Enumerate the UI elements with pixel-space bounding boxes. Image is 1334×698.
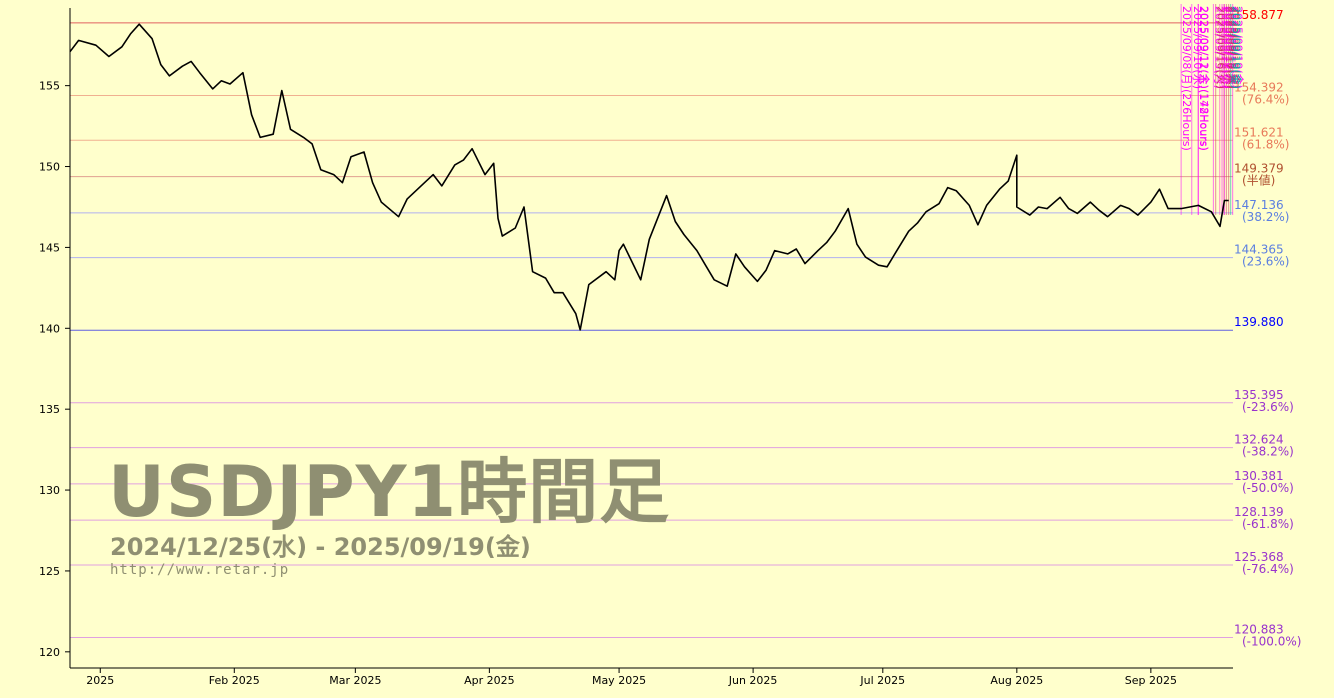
y-tick-label-5: 145 [39,241,60,254]
fib-pct-label-7: (-23.6%) [1242,400,1294,414]
x-tick-label-0: 2025 [86,674,114,687]
price-line-0 [69,23,1229,331]
axes: 120 125 130 135 140 145 150 155 2025 Feb 2025 Mar … [39,8,1233,687]
fib-value-label-1: 154.392 [1234,80,1284,94]
time-marker-label-2: 2025/09/11(木)(172Hours) [1197,6,1210,151]
fib-value-label-3: 149.379 [1234,162,1284,176]
time-marker-label-7: 2025/09/17(水) [1221,6,1234,89]
y-tick-label-7: 155 [39,80,60,93]
watermark-url: http://www.retar.jp [110,562,290,578]
time-marker-label-0: 2025/09/08(月)(226Hours) [1180,6,1193,151]
price-series [69,23,1229,331]
x-tick-label-5: Jun 2025 [728,674,778,687]
fib-pct-label-10: (-61.8%) [1242,517,1294,531]
time-marker-label-9: 2025/09/18(木) [1223,6,1236,89]
time-marker-label-6: 2025/09/16(火) [1215,6,1228,89]
time-marker-label-10: 2025/09/18(木) [1225,6,1238,89]
time-marker-label-13: 2025/09/19(金) [1230,6,1244,89]
time-marker-label-4: 2025/09/15(月) [1212,6,1225,89]
x-tick-label-6: Jul 2025 [859,674,905,687]
fib-pct-label-2: (61.8%) [1242,137,1289,151]
fib-pct-label-4: (38.2%) [1242,210,1289,224]
y-tick-label-0: 120 [39,646,60,659]
watermark-date-range: 2024/12/25(水) - 2025/09/19(金) [110,533,531,561]
x-tick-label-7: Aug 2025 [990,674,1043,687]
fib-value-label-12: 120.883 [1234,623,1284,637]
fib-value-label-11: 125.368 [1234,550,1284,564]
y-tick-label-3: 135 [39,403,60,416]
time-marker-lines [1180,4,1234,215]
fib-pct-label-11: (-76.4%) [1242,562,1294,576]
fib-pct-label-3: (半値) [1242,173,1275,188]
fib-pct-label-8: (-38.2%) [1242,445,1294,459]
fibonacci-level-labels: 158.877 154.392(76.4%) 151.621(61.8%) 149.3… [1234,8,1301,649]
time-marker-label-8: 2025/09/17(水) [1223,6,1236,89]
fib-value-label-2: 151.621 [1234,125,1284,139]
time-marker-label-5: 2025/09/16(火) [1219,6,1232,89]
fib-value-label-0: 158.877 [1234,8,1284,22]
x-tick-label-8: Sep 2025 [1125,674,1177,687]
fib-pct-label-12: (-100.0%) [1242,635,1301,649]
time-marker-label-3: 2025/09/12(金)(148Hours) [1197,6,1211,151]
y-tick-label-2: 130 [39,484,60,497]
time-marker-labels: 2025/09/08(月)(226Hours)2025/09/10(水)2025… [1180,6,1246,151]
y-tick-label-6: 150 [39,161,60,174]
time-marker-label-1: 2025/09/10(水) [1191,6,1204,89]
fib-pct-label-5: (23.6%) [1242,255,1289,269]
watermark-title: USDJPY1時間足 [108,451,671,533]
y-tick-label-4: 140 [39,322,60,335]
x-tick-label-3: Apr 2025 [464,674,515,687]
fib-pct-label-9: (-50.0%) [1242,481,1294,495]
fib-value-label-6: 139.880 [1234,315,1284,329]
time-marker-label-12: 2025/09/19(金) [1228,6,1242,89]
fib-value-label-8: 132.624 [1234,433,1284,447]
fib-value-label-4: 147.136 [1234,198,1284,212]
fib-value-label-9: 130.381 [1234,469,1284,483]
fibonacci-level-lines [70,22,1233,639]
fib-pct-label-1: (76.4%) [1242,92,1289,106]
x-tick-label-1: Feb 2025 [209,674,260,687]
fib-value-label-5: 144.365 [1234,243,1284,257]
fib-value-label-10: 128.139 [1234,505,1284,519]
x-tick-label-4: May 2025 [592,674,646,687]
y-tick-label-1: 125 [39,565,60,578]
x-tick-label-2: Mar 2025 [329,674,381,687]
fib-value-label-7: 135.395 [1234,388,1284,402]
time-marker-label-11: 2025/09/19(金) [1232,6,1246,89]
